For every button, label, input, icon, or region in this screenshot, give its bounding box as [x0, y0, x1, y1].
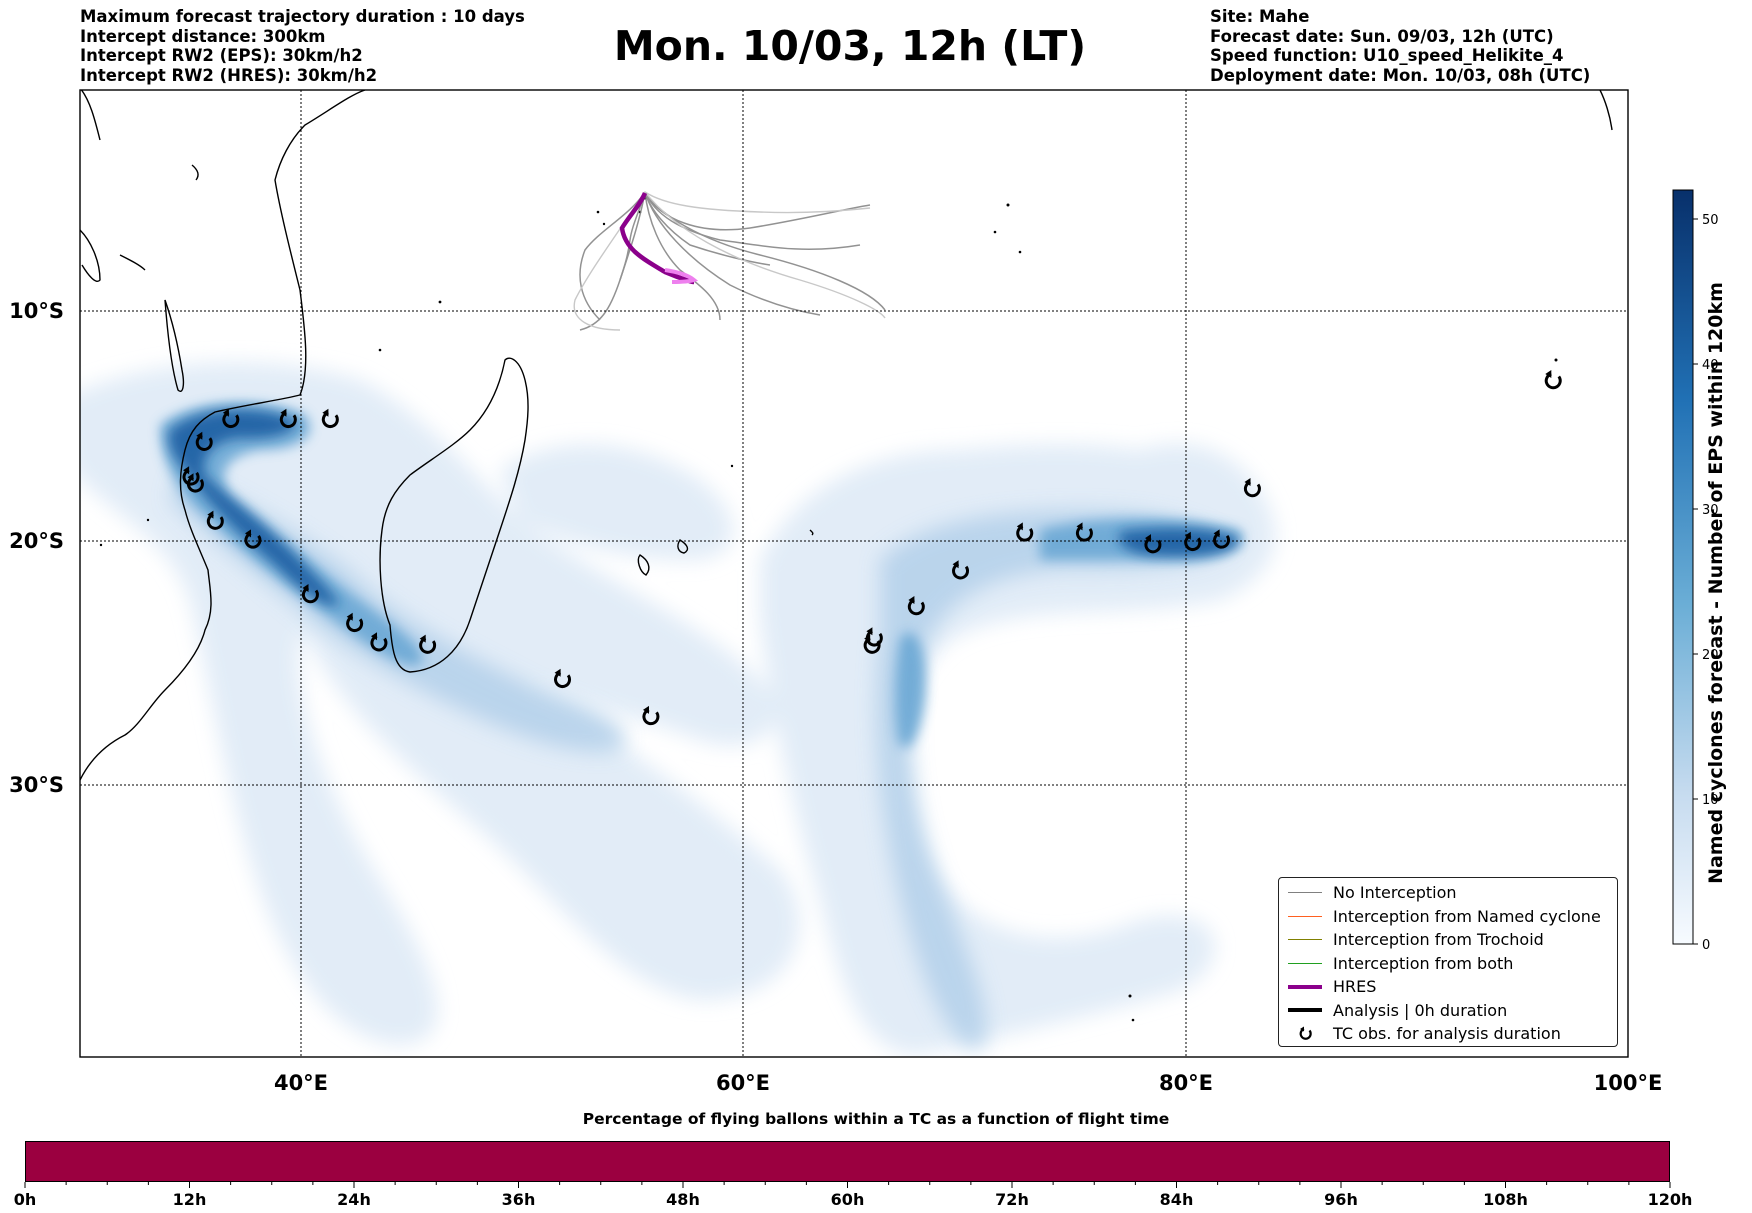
legend-both: Interception from both [1279, 952, 1513, 975]
flight-time-label: 72h [995, 1190, 1029, 1209]
colorbar-tick-50: 50 [1702, 213, 1719, 228]
eps-trajectories [579, 191, 886, 331]
lat-tick-labels: 10°S 20°S 30°S [9, 299, 64, 797]
intercept-hres-text: Intercept RW2 (HRES): 30km/h2 [80, 65, 378, 85]
gridlines [80, 90, 1628, 1057]
flight-time-label: 96h [1324, 1190, 1358, 1209]
tc-observation-marker [222, 408, 240, 428]
flight-time-label: 36h [501, 1190, 536, 1209]
tc-observation-marker [206, 510, 224, 530]
hres-trajectory [619, 192, 695, 285]
tc-observation-marker [1075, 522, 1093, 542]
tc-observation-marker [195, 431, 213, 451]
run-info-left: Maximum forecast trajectory duration : 1… [80, 7, 525, 85]
flight-time-label: 12h [172, 1190, 207, 1209]
colorbar-tick-30: 30 [1702, 503, 1719, 518]
map-legend: No Interception Interception from Named … [1278, 877, 1618, 1047]
tc-observation-marker [1144, 534, 1162, 554]
flight-time-label: 60h [830, 1190, 865, 1209]
colorbar-title: Named cyclones forecast - Number of EPS … [1705, 282, 1727, 884]
colorbar-tick-40: 40 [1702, 358, 1719, 373]
flight-time-ticks [24, 1182, 1671, 1188]
legend-analysis: Analysis | 0h duration [1279, 999, 1507, 1022]
lon-tick-labels: 40°E 60°E 80°E 100°E [274, 1071, 1662, 1095]
lon-label-80: 80°E [1159, 1071, 1213, 1095]
intercept-distance-text: Intercept distance: 300km [80, 26, 326, 46]
legend-tc-obs: TC obs. for analysis duration [1279, 1022, 1561, 1045]
legend-trochoid: Interception from Trochoid [1279, 928, 1544, 951]
site-text: Site: Mahe [1210, 7, 1310, 26]
tc-observation-marker [554, 668, 572, 688]
tc-observation-marker [346, 612, 364, 632]
lat-label-30: 30°S [9, 773, 64, 797]
deployment-date-text: Deployment date: Mon. 10/03, 08h (UTC) [1210, 65, 1591, 85]
tc-observation-marker [186, 473, 204, 493]
tc-observation-marker [301, 584, 319, 604]
density-colorbar [1672, 189, 1694, 945]
colorbar-tick-0: 0 [1702, 938, 1710, 953]
lon-label-60: 60°E [716, 1071, 770, 1095]
flight-time-label: 84h [1159, 1190, 1194, 1209]
eps-trajectories-faint [573, 191, 886, 331]
tc-observation-marker [1184, 531, 1202, 551]
legend-named-cyclone: Interception from Named cyclone [1279, 905, 1601, 928]
flight-time-label: 108h [1483, 1190, 1528, 1209]
tc-observation-markers [182, 370, 1562, 726]
flight-time-label: 24h [337, 1190, 371, 1209]
legend-no-interception: No Interception [1279, 881, 1457, 904]
tc-observation-marker [1544, 370, 1562, 390]
map-frame [79, 89, 1629, 1058]
tc-observation-marker [907, 596, 925, 616]
lon-label-40: 40°E [274, 1071, 328, 1095]
tc-observation-marker [279, 408, 297, 428]
lon-label-100: 100°E [1594, 1071, 1663, 1095]
lat-label-10: 10°S [9, 299, 64, 323]
tc-observation-marker [1016, 522, 1034, 542]
tc-observation-marker [419, 634, 437, 654]
flight-time-label: 120h [1647, 1190, 1693, 1209]
tc-observation-marker [865, 627, 883, 647]
intercept-eps-text: Intercept RW2 (EPS): 30km/h2 [80, 46, 363, 65]
hres-trajectory-end [664, 268, 699, 284]
coastlines [80, 90, 1613, 781]
colorbar-ticks: 0 10 20 30 40 50 [1693, 213, 1719, 953]
tc-observation-marker [1213, 529, 1231, 549]
map-area [80, 90, 1628, 1057]
colorbar-tick-20: 20 [1702, 648, 1719, 663]
tc-observation-marker [244, 529, 262, 549]
colorbar-tick-10: 10 [1702, 793, 1719, 808]
tc-observation-marker [952, 560, 970, 580]
tc-observation-marker [642, 705, 660, 726]
lat-label-20: 20°S [9, 529, 64, 553]
forecast-date-text: Forecast date: Sun. 09/03, 12h (UTC) [1210, 26, 1554, 46]
eps-density-field [80, 362, 1276, 1055]
tc-observation-marker [1243, 478, 1261, 498]
flight-time-label: 0h [13, 1190, 37, 1209]
page-title: Mon. 10/03, 12h (LT) [613, 22, 1087, 70]
tc-observation-marker [370, 632, 388, 652]
flight-time-label: 48h [666, 1190, 700, 1209]
speed-function-text: Speed function: U10_speed_Helikite_4 [1210, 46, 1564, 65]
max-duration-text: Maximum forecast trajectory duration : 1… [80, 7, 525, 26]
cyclone-symbol-icon [1299, 1026, 1312, 1040]
run-info-right: Site: Mahe Forecast date: Sun. 09/03, 12… [1210, 7, 1590, 85]
tc-observation-marker [321, 408, 339, 428]
flight-time-title: Percentage of flying ballons within a TC… [582, 1110, 1170, 1128]
flight-time-bar [25, 1141, 1670, 1182]
legend-hres: HRES [1279, 975, 1376, 998]
